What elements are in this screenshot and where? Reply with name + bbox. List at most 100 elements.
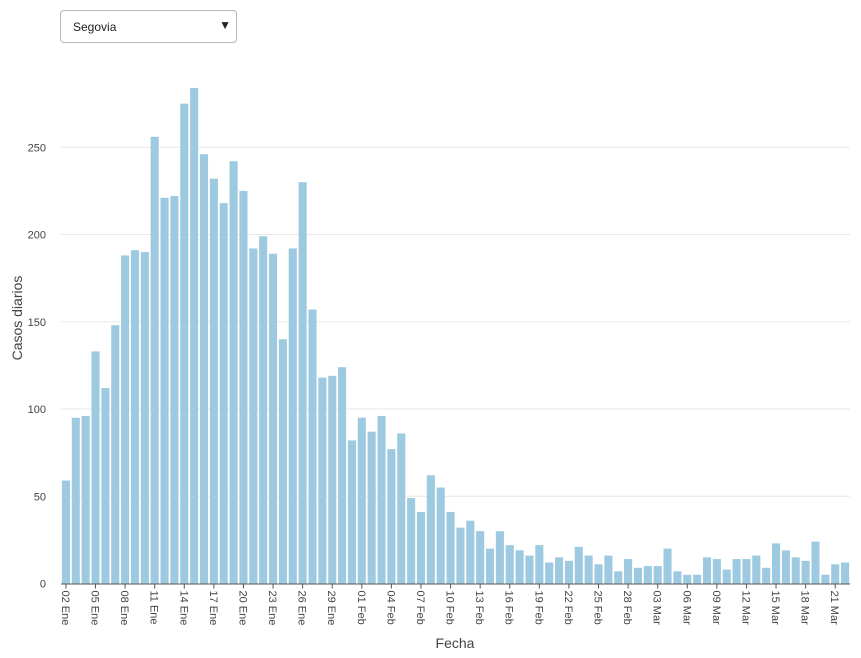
bar[interactable]	[308, 309, 317, 584]
bar[interactable]	[831, 564, 840, 584]
bar[interactable]	[594, 564, 603, 584]
bar[interactable]	[604, 555, 613, 584]
bar[interactable]	[426, 475, 435, 584]
bar[interactable]	[584, 555, 593, 584]
bar[interactable]	[505, 545, 514, 584]
bar[interactable]	[653, 566, 662, 584]
x-tick-label: 15 Mar	[769, 591, 781, 626]
x-tick-label: 13 Feb	[473, 591, 485, 625]
bar[interactable]	[821, 574, 830, 584]
bars	[61, 87, 850, 584]
bar[interactable]	[722, 569, 731, 584]
bar[interactable]	[338, 367, 347, 584]
bar[interactable]	[555, 557, 564, 584]
bar[interactable]	[199, 154, 209, 584]
bar[interactable]	[791, 557, 800, 584]
bar[interactable]	[742, 559, 751, 584]
x-tick-label: 29 Ene	[325, 591, 337, 626]
bar[interactable]	[752, 555, 761, 584]
bar[interactable]	[485, 548, 495, 584]
bar[interactable]	[781, 550, 790, 584]
bar[interactable]	[249, 248, 258, 584]
bar[interactable]	[71, 417, 80, 584]
bar[interactable]	[811, 541, 820, 584]
gridlines	[61, 146, 850, 497]
bar[interactable]	[702, 557, 712, 584]
bar[interactable]	[367, 431, 376, 584]
bar[interactable]	[624, 559, 633, 584]
bar[interactable]	[61, 480, 70, 584]
bar[interactable]	[111, 325, 120, 584]
bar[interactable]	[81, 415, 90, 584]
bar[interactable]	[407, 498, 416, 584]
bar[interactable]	[643, 566, 652, 584]
bar[interactable]	[614, 571, 623, 584]
bar[interactable]	[318, 377, 327, 584]
region-select[interactable]: Segovia ▼	[60, 10, 237, 43]
bar[interactable]	[239, 190, 248, 584]
bar[interactable]	[397, 433, 406, 584]
bar[interactable]	[288, 248, 297, 584]
bar[interactable]	[663, 548, 672, 584]
bar[interactable]	[219, 203, 228, 584]
y-tick-label: 150	[28, 317, 46, 329]
bar[interactable]	[170, 196, 179, 584]
x-tick-label: 14 Ene	[177, 591, 189, 626]
bar[interactable]	[180, 103, 189, 584]
bar[interactable]	[328, 375, 337, 584]
bar[interactable]	[101, 388, 110, 584]
bar[interactable]	[436, 487, 445, 584]
bar[interactable]	[771, 543, 781, 584]
x-tick-label: 25 Feb	[592, 591, 604, 625]
bar[interactable]	[476, 531, 485, 584]
bar[interactable]	[545, 562, 554, 584]
bar[interactable]	[229, 161, 238, 584]
bar[interactable]	[535, 545, 544, 584]
x-tick-label: 20 Ene	[236, 591, 248, 626]
bar[interactable]	[387, 449, 396, 584]
bar[interactable]	[693, 574, 702, 584]
bar[interactable]	[140, 251, 149, 584]
bar[interactable]	[495, 531, 504, 584]
x-tick-label: 26 Ene	[296, 591, 308, 626]
bar[interactable]	[574, 546, 583, 584]
x-tick-label: 28 Feb	[621, 591, 633, 625]
bar[interactable]	[564, 560, 573, 584]
y-tick-label: 100	[28, 404, 46, 416]
x-tick-label: 12 Mar	[739, 591, 751, 626]
bar[interactable]	[466, 520, 475, 584]
bar[interactable]	[377, 415, 386, 584]
bar[interactable]	[91, 351, 100, 584]
x-tick-label: 17 Ene	[207, 591, 219, 626]
bar[interactable]	[515, 550, 524, 584]
bar[interactable]	[209, 178, 218, 584]
x-axis-ticks: 02 Ene 05 Ene 08 Ene 11 Ene 14 Ene 17 Ene 20 E…	[59, 584, 840, 626]
bar[interactable]	[278, 339, 287, 584]
bar[interactable]	[712, 559, 721, 584]
bar[interactable]	[456, 527, 465, 584]
bar[interactable]	[841, 562, 850, 584]
bar[interactable]	[259, 236, 268, 584]
bar[interactable]	[762, 567, 771, 584]
bar[interactable]	[732, 559, 741, 584]
x-tick-label: 03 Mar	[651, 591, 663, 626]
bar[interactable]	[801, 560, 810, 584]
bar[interactable]	[357, 417, 366, 584]
bar[interactable]	[347, 440, 356, 584]
bar[interactable]	[525, 555, 534, 584]
bar[interactable]	[633, 567, 642, 584]
bar[interactable]	[416, 511, 426, 584]
bar[interactable]	[121, 255, 130, 584]
x-tick-label: 19 Feb	[532, 591, 544, 625]
bar[interactable]	[150, 136, 159, 584]
bar[interactable]	[673, 571, 682, 584]
bar[interactable]	[269, 253, 278, 584]
bar[interactable]	[130, 250, 140, 584]
bar[interactable]	[190, 87, 199, 584]
bar[interactable]	[446, 511, 455, 584]
bar[interactable]	[160, 197, 169, 584]
bar[interactable]	[298, 182, 307, 584]
bar[interactable]	[683, 574, 692, 584]
x-tick-label: 07 Feb	[414, 591, 426, 625]
